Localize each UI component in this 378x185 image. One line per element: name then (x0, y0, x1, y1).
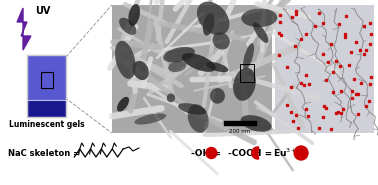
Ellipse shape (182, 53, 216, 72)
Polygon shape (17, 8, 31, 50)
Ellipse shape (168, 61, 186, 72)
Ellipse shape (119, 18, 136, 35)
Ellipse shape (253, 22, 268, 43)
Ellipse shape (134, 113, 166, 125)
Ellipse shape (206, 62, 228, 72)
FancyBboxPatch shape (112, 5, 271, 133)
FancyBboxPatch shape (27, 55, 67, 100)
Ellipse shape (241, 115, 271, 132)
Ellipse shape (197, 1, 229, 35)
Text: Luminescent gels: Luminescent gels (9, 120, 85, 129)
Text: -COOH =: -COOH = (228, 149, 273, 157)
Text: UV: UV (35, 6, 50, 16)
Ellipse shape (203, 13, 214, 36)
Text: Eu$^{3+}$=: Eu$^{3+}$= (273, 147, 307, 159)
Ellipse shape (128, 4, 140, 26)
FancyBboxPatch shape (276, 5, 374, 133)
Ellipse shape (188, 104, 209, 133)
Ellipse shape (163, 47, 195, 63)
Ellipse shape (117, 97, 129, 112)
Ellipse shape (212, 32, 230, 50)
Circle shape (206, 147, 217, 159)
Text: 200 nm: 200 nm (229, 129, 251, 134)
Ellipse shape (115, 41, 136, 79)
Ellipse shape (243, 43, 254, 70)
Ellipse shape (133, 61, 149, 80)
Circle shape (294, 146, 308, 160)
Ellipse shape (178, 103, 206, 115)
Text: NaC skeleton =: NaC skeleton = (8, 149, 81, 157)
Ellipse shape (241, 9, 277, 27)
Ellipse shape (167, 93, 175, 102)
Text: -OH =: -OH = (191, 149, 220, 157)
Ellipse shape (233, 68, 256, 101)
FancyBboxPatch shape (27, 100, 67, 117)
Ellipse shape (210, 88, 225, 104)
Wedge shape (252, 147, 259, 159)
